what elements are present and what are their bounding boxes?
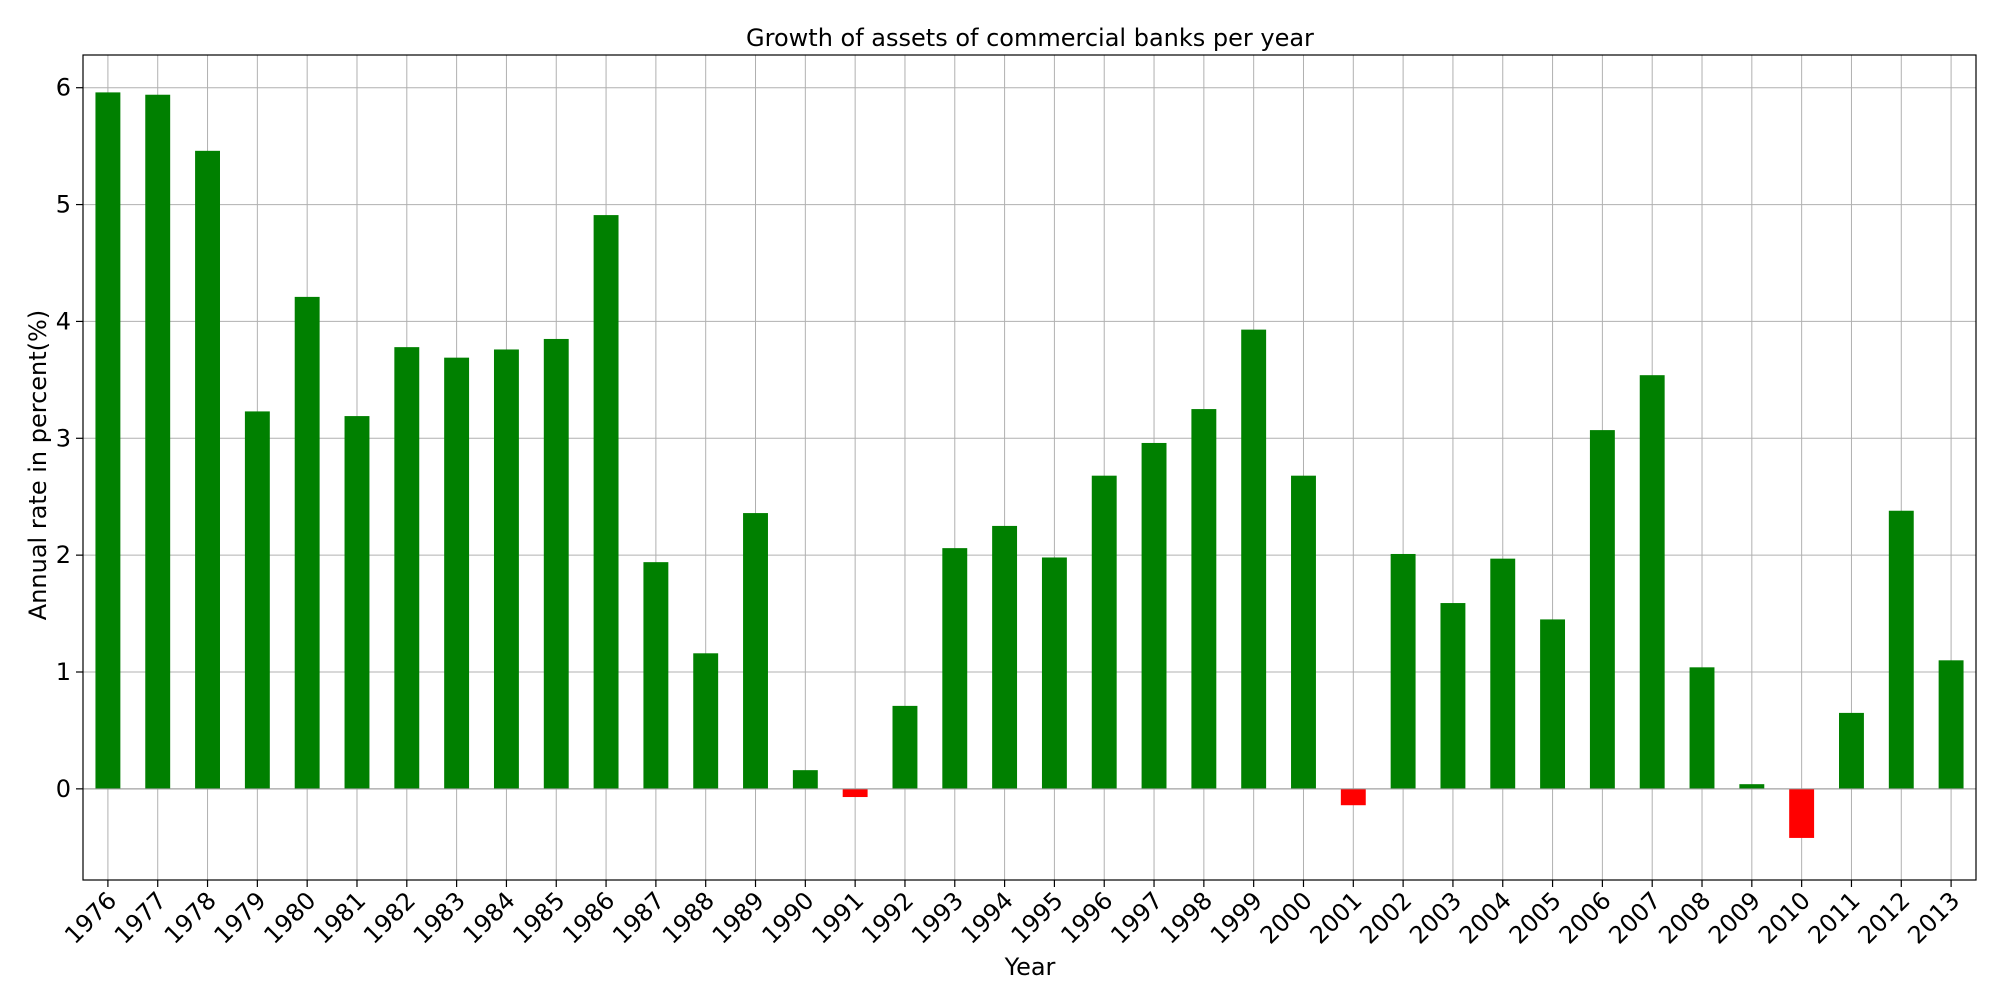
x-axis-label: Year (1004, 953, 1056, 981)
y-tick-label: 0 (56, 775, 71, 803)
x-tick-label: 2002 (1354, 886, 1417, 949)
x-tick-label: 1988 (657, 886, 720, 949)
x-tick-label: 2005 (1504, 886, 1567, 949)
x-tick-label: 2001 (1305, 886, 1368, 949)
x-tick-label: 1985 (508, 886, 571, 949)
y-tick-label: 6 (56, 74, 71, 102)
x-tick-label: 1987 (607, 886, 670, 949)
bar-1977 (145, 94, 171, 789)
x-tick-label: 1997 (1105, 886, 1168, 949)
x-tick-label: 2006 (1554, 886, 1617, 949)
y-tick-label: 3 (56, 424, 71, 452)
x-tick-label: 2012 (1853, 886, 1916, 949)
bar-1986 (593, 215, 619, 789)
x-tick-label: 1980 (258, 886, 321, 949)
bar-2006 (1589, 430, 1615, 789)
chart-title: Growth of assets of commercial banks per… (746, 24, 1314, 52)
x-tick-label: 1992 (856, 886, 919, 949)
y-tick-label: 2 (56, 541, 71, 569)
bar-1979 (244, 411, 270, 789)
x-tick-label: 2007 (1603, 886, 1666, 949)
bar-2010 (1789, 788, 1815, 838)
plot-frame (82, 54, 1977, 881)
x-tick-label: 1995 (1006, 886, 1069, 949)
bar-2004 (1490, 558, 1516, 789)
bar-1985 (543, 338, 569, 789)
x-tick-label: 1981 (308, 886, 371, 949)
bar-1993 (942, 548, 968, 789)
x-tick-label: 2009 (1703, 886, 1766, 949)
x-tick-label: 1991 (806, 886, 869, 949)
x-tick-label: 2013 (1902, 886, 1965, 949)
bar-1992 (892, 705, 918, 789)
x-tick-label: 1996 (1055, 886, 1118, 949)
x-tick-label: 1977 (109, 886, 172, 949)
x-tick-label: 1978 (159, 886, 222, 949)
x-tick-label: 1990 (757, 886, 820, 949)
bar-2009 (1739, 784, 1765, 789)
x-tick-label: 1999 (1205, 886, 1268, 949)
x-tick-label: 1994 (956, 886, 1019, 949)
x-tick-label: 2004 (1454, 886, 1517, 949)
x-tick-label: 2003 (1404, 886, 1467, 949)
bar-1981 (344, 416, 370, 789)
bar-1991 (842, 788, 868, 798)
bar-1980 (294, 296, 320, 789)
bar-1982 (394, 347, 420, 789)
x-tick-label: 1979 (209, 886, 272, 949)
x-tick-label: 1986 (557, 886, 620, 949)
bar-1983 (444, 357, 470, 789)
x-tick-label: 1998 (1155, 886, 1218, 949)
bar-2005 (1540, 619, 1566, 789)
y-tick-label: 4 (56, 307, 71, 335)
x-tick-label: 1983 (408, 886, 471, 949)
bar-2008 (1689, 667, 1715, 789)
bar-2011 (1839, 712, 1864, 789)
y-tick-label: 5 (56, 191, 71, 219)
bar-1976 (95, 92, 121, 789)
bar-1994 (992, 525, 1018, 789)
bar-2000 (1291, 475, 1316, 789)
axis-ticks: 0123456197619771978197919801981198219831… (56, 74, 1966, 950)
bar-1978 (195, 150, 220, 789)
x-tick-label: 2000 (1255, 886, 1318, 949)
bar-1999 (1241, 329, 1267, 789)
bar-2001 (1340, 788, 1366, 806)
bar-1989 (743, 513, 768, 789)
bar-1987 (643, 562, 669, 789)
bar-2003 (1440, 603, 1466, 789)
bar-1998 (1191, 409, 1217, 789)
bars (95, 92, 1964, 838)
bar-2012 (1888, 510, 1914, 789)
x-tick-label: 2008 (1653, 886, 1716, 949)
bar-2007 (1639, 375, 1665, 789)
x-tick-label: 2010 (1753, 886, 1816, 949)
x-tick-label: 1989 (707, 886, 770, 949)
bar-2002 (1390, 553, 1416, 789)
bar-1996 (1091, 475, 1117, 789)
x-tick-label: 1976 (59, 886, 122, 949)
x-tick-label: 1993 (906, 886, 969, 949)
bar-1995 (1041, 557, 1067, 789)
x-tick-label: 2011 (1803, 886, 1866, 949)
bar-2013 (1938, 660, 1964, 789)
x-tick-label: 1984 (458, 886, 521, 949)
bar-1990 (792, 770, 818, 789)
bar-1988 (693, 653, 719, 789)
x-tick-label: 1982 (358, 886, 421, 949)
y-tick-label: 1 (56, 658, 71, 686)
bar-1997 (1141, 442, 1167, 789)
bar-1984 (493, 349, 519, 789)
y-axis-label: Annual rate in percent(%) (24, 310, 52, 620)
